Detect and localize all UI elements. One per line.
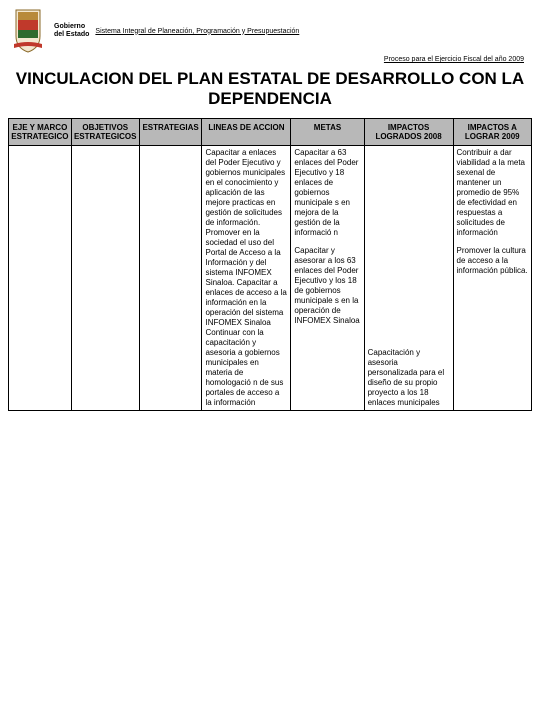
header-row: Gobierno del Estado Sistema Integral de …	[8, 8, 532, 54]
impactos2008-text: Capacitación y asesoria personalizada pa…	[368, 348, 450, 408]
impactos2009-block-1: Contribuir a dar viabilidad a la meta se…	[457, 148, 528, 238]
cell-estrategias	[139, 146, 202, 411]
page-title: VINCULACION DEL PLAN ESTATAL DE DESARROL…	[8, 69, 532, 108]
col-header-impactos2008: IMPACTOS LOGRADOS 2008	[364, 119, 453, 146]
plan-table: EJE Y MARCO ESTRATEGICO OBJETIVOS ESTRAT…	[8, 118, 532, 411]
cell-eje	[9, 146, 72, 411]
cell-lineas: Capacitar a enlaces del Poder Ejecutivo …	[202, 146, 291, 411]
gov-line2: del Estado	[54, 31, 89, 38]
cell-metas: Capacitar a 63 enlaces del Poder Ejecuti…	[291, 146, 364, 411]
col-header-metas: METAS	[291, 119, 364, 146]
process-subtitle: Proceso para el Ejercicio Fiscal del año…	[8, 56, 532, 63]
state-logo	[8, 8, 48, 54]
cell-objetivos	[71, 146, 139, 411]
table-header-row: EJE Y MARCO ESTRATEGICO OBJETIVOS ESTRAT…	[9, 119, 532, 146]
metas-block-1: Capacitar a 63 enlaces del Poder Ejecuti…	[294, 148, 360, 238]
gov-label: Gobierno del Estado	[54, 23, 89, 38]
gov-line1: Gobierno	[54, 23, 85, 30]
col-header-lineas: LINEAS DE ACCION	[202, 119, 291, 146]
col-header-impactos2009: IMPACTOS A LOGRAR 2009	[453, 119, 531, 146]
cell-impactos2008: Capacitación y asesoria personalizada pa…	[364, 146, 453, 411]
impactos2009-block-2: Promover la cultura de acceso a la infor…	[457, 246, 528, 276]
col-header-objetivos: OBJETIVOS ESTRATEGICOS	[71, 119, 139, 146]
col-header-eje: EJE Y MARCO ESTRATEGICO	[9, 119, 72, 146]
table-row: Capacitar a enlaces del Poder Ejecutivo …	[9, 146, 532, 411]
metas-block-2: Capacitar y asesorar a los 63 enlaces de…	[294, 246, 360, 326]
system-title: Sistema Integral de Planeación, Programa…	[95, 28, 532, 35]
col-header-estrategias: ESTRATEGIAS	[139, 119, 202, 146]
cell-impactos2009: Contribuir a dar viabilidad a la meta se…	[453, 146, 531, 411]
